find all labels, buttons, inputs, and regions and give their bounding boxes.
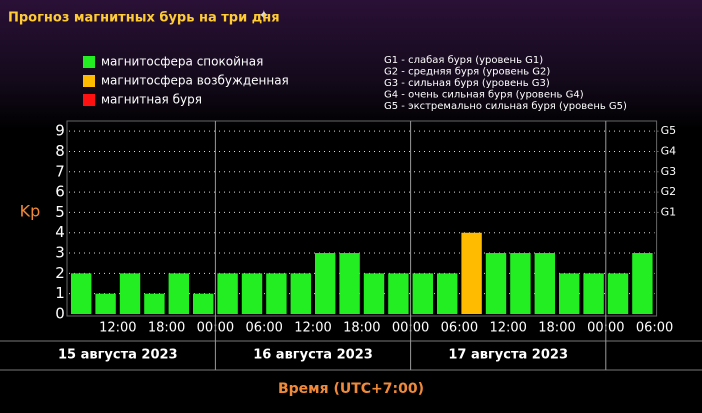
- bar: [559, 273, 580, 314]
- bar: [632, 253, 653, 314]
- date-label: 16 августа 2023: [253, 348, 373, 363]
- bar: [71, 273, 92, 314]
- storm-scale-item: G3 - сильная буря (уровень G3): [384, 78, 550, 89]
- y-tick-label: 1: [55, 284, 65, 302]
- bar: [266, 273, 287, 314]
- y2-tick-label: G4: [661, 144, 677, 157]
- bar: [315, 253, 336, 314]
- bar: [485, 253, 507, 314]
- plot-frame: [66, 120, 658, 317]
- storm-scale-item: G2 - средняя буря (уровень G2): [384, 67, 550, 78]
- background: [0, 0, 702, 130]
- bar: [144, 293, 165, 314]
- star: ✦: [258, 8, 270, 24]
- bar: [437, 273, 458, 314]
- bar: [290, 273, 311, 314]
- storm-scale-item: G5 - экстремально сильная буря (уровень …: [384, 101, 627, 112]
- legend-label: магнитосфера возбужденная: [101, 74, 289, 88]
- legend-swatch: [83, 56, 95, 68]
- y2-tick-label: G2: [661, 185, 677, 198]
- bar: [168, 273, 189, 314]
- bar: [339, 253, 360, 314]
- bar: [534, 253, 555, 314]
- y2-tick-label: G1: [661, 205, 677, 218]
- y-axis-label: Kp: [20, 202, 41, 221]
- storm-scale-item: G4 - очень сильная буря (уровень G4): [384, 90, 584, 101]
- bar: [461, 232, 482, 314]
- storm-scale-item: G1 - слабая буря (уровень G1): [384, 55, 543, 66]
- bar: [583, 273, 604, 314]
- x-tick-label: 18:00: [343, 321, 380, 336]
- bar: [241, 273, 263, 314]
- x-tick-label: 12:00: [489, 321, 526, 336]
- y-tick-label: 5: [55, 203, 65, 221]
- y-tick-label: 2: [55, 264, 65, 282]
- legend-swatch: [83, 75, 95, 87]
- y-tick-label: 9: [55, 122, 65, 140]
- x-axis-label: Время (UTC+7:00): [278, 381, 424, 397]
- chart-title: Прогноз магнитных бурь на три дня: [8, 11, 280, 26]
- legend-label: магнитная буря: [101, 93, 202, 107]
- y-tick-label: 7: [55, 162, 65, 180]
- bar: [412, 273, 433, 314]
- y-tick-label: 4: [55, 223, 65, 241]
- legend-label: магнитосфера спокойная: [101, 55, 263, 69]
- x-tick-label: 06:00: [441, 321, 478, 336]
- bar: [607, 273, 629, 314]
- bar: [95, 293, 116, 314]
- x-tick-label: 18:00: [538, 321, 575, 336]
- bar: [363, 273, 385, 314]
- y-tick-label: 3: [55, 244, 65, 262]
- bar: [388, 273, 409, 314]
- date-label: 17 августа 2023: [448, 348, 568, 363]
- legend-swatch: [83, 94, 95, 106]
- bar: [119, 273, 141, 314]
- y2-tick-label: G5: [661, 124, 677, 137]
- bar: [510, 253, 531, 314]
- y-tick-label: 0: [55, 305, 65, 323]
- bar: [217, 273, 238, 314]
- x-tick-label: 12:00: [294, 321, 331, 336]
- x-tick-label: 12:00: [99, 321, 136, 336]
- y-tick-label: 8: [55, 142, 65, 160]
- y2-tick-label: G3: [661, 165, 677, 178]
- x-tick-label: 18:00: [148, 321, 185, 336]
- date-label: 15 августа 2023: [58, 348, 178, 363]
- bar: [193, 293, 214, 314]
- x-tick-label: 06:00: [636, 321, 673, 336]
- x-tick-label: 06:00: [245, 321, 282, 336]
- y-tick-label: 6: [55, 183, 65, 201]
